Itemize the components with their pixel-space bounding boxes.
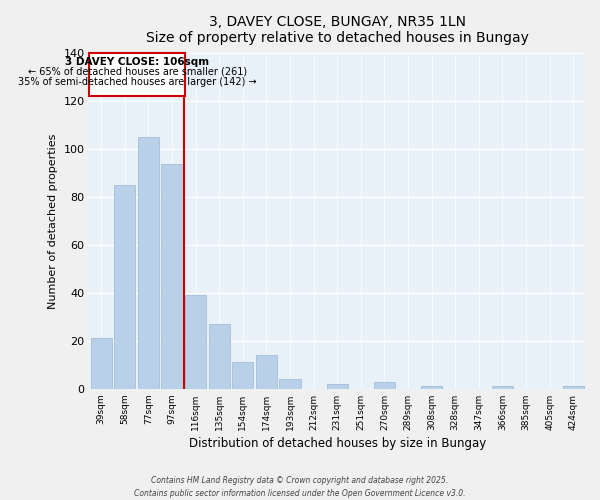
Text: Contains HM Land Registry data © Crown copyright and database right 2025.
Contai: Contains HM Land Registry data © Crown c… [134, 476, 466, 498]
Y-axis label: Number of detached properties: Number of detached properties [48, 134, 58, 309]
Bar [185, 296, 206, 389]
Bar [232, 362, 253, 389]
Text: 3 DAVEY CLOSE: 106sqm: 3 DAVEY CLOSE: 106sqm [65, 57, 209, 67]
Text: 35% of semi-detached houses are larger (142) →: 35% of semi-detached houses are larger (… [18, 78, 257, 88]
X-axis label: Distribution of detached houses by size in Bungay: Distribution of detached houses by size … [188, 437, 486, 450]
Bar [91, 338, 112, 389]
Bar [161, 164, 182, 389]
Bar [138, 137, 159, 389]
Bar [209, 324, 230, 389]
Bar [280, 379, 301, 389]
Bar [421, 386, 442, 389]
Bar [256, 356, 277, 389]
Bar [114, 185, 136, 389]
Text: ← 65% of detached houses are smaller (261): ← 65% of detached houses are smaller (26… [28, 66, 247, 76]
FancyBboxPatch shape [89, 54, 185, 96]
Bar [326, 384, 348, 389]
Bar [492, 386, 513, 389]
Bar [374, 382, 395, 389]
Bar [563, 386, 584, 389]
Title: 3, DAVEY CLOSE, BUNGAY, NR35 1LN
Size of property relative to detached houses in: 3, DAVEY CLOSE, BUNGAY, NR35 1LN Size of… [146, 15, 529, 45]
